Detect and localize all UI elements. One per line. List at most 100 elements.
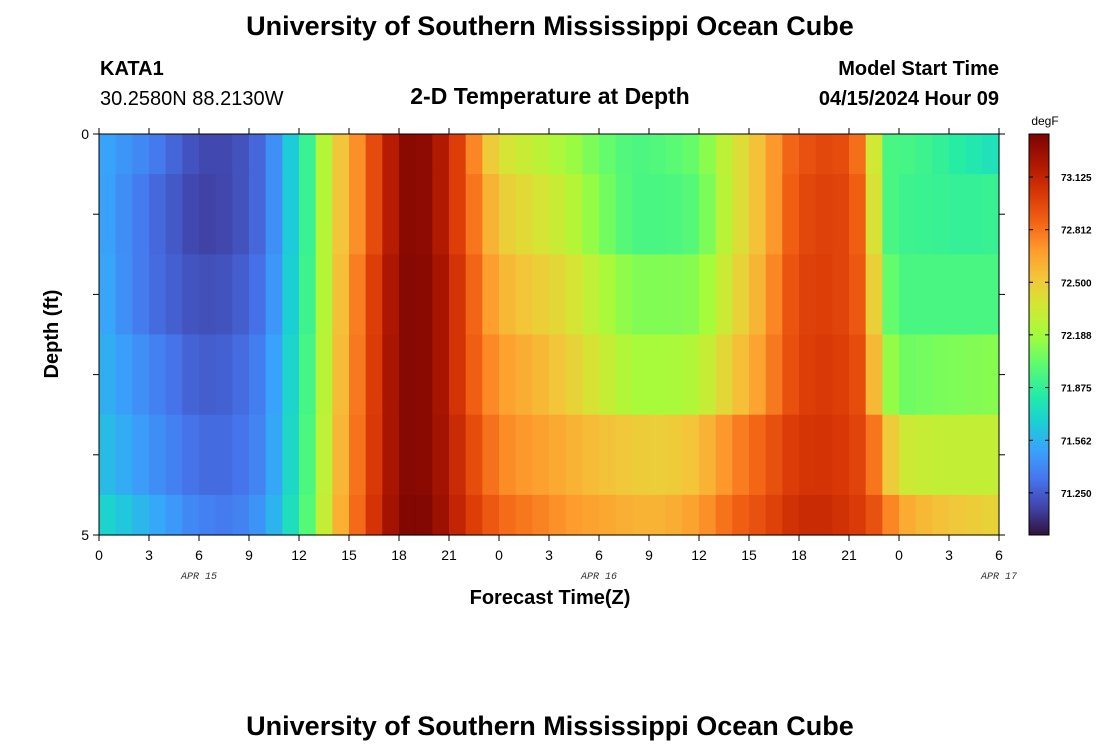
heatmap-cell: [149, 174, 167, 255]
heatmap-cell: [815, 414, 833, 496]
model-start-time: 04/15/2024 Hour 09: [819, 88, 999, 110]
temperature-heatmap: [99, 134, 1000, 536]
heatmap-cell: [582, 334, 600, 416]
heatmap-cell: [432, 414, 450, 496]
heatmap-cell: [832, 254, 850, 336]
heatmap-cell: [782, 334, 800, 416]
heatmap-cell: [799, 254, 817, 336]
heatmap-cell: [649, 254, 667, 336]
colorbar-tick-label: 71.562: [1061, 436, 1092, 447]
y-tick-label: 0: [81, 126, 89, 142]
heatmap-cell: [115, 174, 133, 255]
heatmap-cell: [715, 254, 733, 336]
heatmap-cell: [199, 494, 217, 536]
heatmap-cell: [465, 414, 483, 496]
heatmap-cell: [232, 174, 250, 255]
heatmap-cell: [265, 254, 283, 336]
heatmap-cell: [682, 334, 700, 416]
heatmap-cell: [99, 334, 117, 416]
heatmap-cell: [349, 254, 367, 336]
heatmap-cell: [832, 494, 850, 536]
heatmap-cell: [615, 134, 633, 175]
colorbar-tick-label: 72.812: [1061, 226, 1092, 237]
heatmap-cell: [365, 254, 383, 336]
heatmap-cell: [199, 414, 217, 496]
x-tick-label: 21: [441, 547, 457, 563]
heatmap-cell: [849, 494, 867, 536]
heatmap-cell: [799, 414, 817, 496]
colorbar-unit: degF: [1031, 114, 1058, 128]
heatmap-cell: [149, 254, 167, 336]
heatmap-cell: [665, 134, 683, 175]
heatmap-cell: [949, 254, 967, 336]
heatmap-cell: [315, 174, 333, 255]
chart-title: 2-D Temperature at Depth: [410, 83, 689, 109]
heatmap-cell: [915, 334, 933, 416]
x-tick-label: 15: [741, 547, 757, 563]
date-label: APR 16: [580, 572, 617, 583]
heatmap-cell: [299, 334, 317, 416]
heatmap-cell: [982, 254, 1000, 336]
heatmap-cell: [282, 414, 300, 496]
heatmap-cell: [699, 134, 717, 175]
heatmap-cell: [215, 494, 233, 536]
heatmap-cell: [932, 134, 950, 175]
heatmap-cell: [949, 494, 967, 536]
heatmap-cell: [265, 494, 283, 536]
x-tick-label: 15: [341, 547, 357, 563]
heatmap-cell: [265, 334, 283, 416]
x-tick-label: 3: [545, 547, 553, 563]
heatmap-cell: [532, 254, 550, 336]
heatmap-cell: [515, 494, 533, 536]
heatmap-cell: [965, 334, 983, 416]
station-id: KATA1: [100, 58, 164, 80]
heatmap-cell: [799, 174, 817, 255]
heatmap-cell: [249, 134, 267, 175]
heatmap-cell: [832, 414, 850, 496]
heatmap-cell: [182, 174, 200, 255]
heatmap-cell: [682, 414, 700, 496]
heatmap-cell: [632, 334, 650, 416]
heatmap-cell: [599, 334, 617, 416]
heatmap-cell: [399, 134, 417, 175]
heatmap-cell: [99, 494, 117, 536]
heatmap-cell: [965, 414, 983, 496]
heatmap-cell: [482, 254, 500, 336]
footer-title: University of Southern Mississippi Ocean…: [246, 711, 854, 741]
date-label: APR 17: [980, 572, 1017, 583]
heatmap-cell: [565, 414, 583, 496]
heatmap-cell: [749, 174, 767, 255]
x-tick-label: 9: [245, 547, 253, 563]
heatmap-cell: [399, 494, 417, 536]
heatmap-cell: [749, 494, 767, 536]
heatmap-cell: [132, 414, 150, 496]
heatmap-cell: [449, 334, 467, 416]
heatmap-cell: [499, 134, 517, 175]
heatmap-cell: [549, 134, 567, 175]
heatmap-cell: [782, 174, 800, 255]
heatmap-cell: [299, 134, 317, 175]
heatmap-cell: [199, 134, 217, 175]
heatmap-cell: [165, 334, 183, 416]
heatmap-cell: [232, 254, 250, 336]
y-tick-labels: 05: [81, 126, 89, 543]
heatmap-cell: [382, 254, 400, 336]
heatmap-cell: [732, 134, 750, 175]
heatmap-cell: [815, 494, 833, 536]
heatmap-cell: [549, 254, 567, 336]
heatmap-cell: [99, 254, 117, 336]
heatmap-cell: [765, 494, 783, 536]
heatmap-cell: [232, 134, 250, 175]
heatmap-cell: [865, 494, 883, 536]
heatmap-cell: [449, 254, 467, 336]
heatmap-cell: [582, 494, 600, 536]
heatmap-cell: [832, 134, 850, 175]
heatmap-cell: [582, 134, 600, 175]
heatmap-cell: [249, 254, 267, 336]
heatmap-cell: [915, 254, 933, 336]
x-tick-label: 6: [995, 547, 1003, 563]
heatmap-cell: [365, 134, 383, 175]
heatmap-cell: [899, 254, 917, 336]
heatmap-cell: [965, 134, 983, 175]
y-axis-label: Depth (ft): [41, 290, 63, 379]
